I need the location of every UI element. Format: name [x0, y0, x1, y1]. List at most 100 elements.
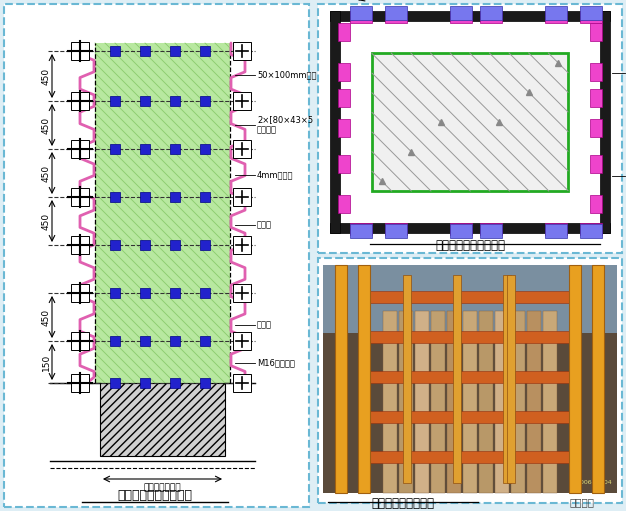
- Text: 2006-10-04: 2006-10-04: [577, 480, 612, 485]
- Bar: [463, 311, 477, 493]
- Bar: [600, 11, 610, 233]
- Bar: [350, 223, 372, 235]
- Bar: [363, 371, 577, 383]
- Bar: [335, 265, 347, 493]
- Bar: [385, 224, 407, 238]
- Bar: [363, 331, 577, 343]
- Text: 450: 450: [41, 67, 51, 84]
- Bar: [140, 336, 150, 346]
- Bar: [350, 6, 372, 20]
- Text: 450: 450: [41, 309, 51, 326]
- Bar: [372, 53, 568, 191]
- Bar: [71, 236, 89, 254]
- Bar: [200, 288, 210, 298]
- Bar: [100, 383, 225, 456]
- Bar: [318, 4, 622, 253]
- Bar: [110, 46, 120, 56]
- Bar: [200, 192, 210, 202]
- Text: 木模板: 木模板: [257, 320, 272, 330]
- Text: 框架柱截面尺寸: 框架柱截面尺寸: [144, 483, 182, 492]
- Bar: [358, 265, 370, 493]
- Bar: [399, 311, 413, 493]
- Bar: [503, 275, 511, 483]
- Bar: [233, 140, 251, 158]
- Bar: [233, 374, 251, 392]
- Bar: [545, 223, 567, 235]
- Bar: [200, 240, 210, 250]
- Bar: [453, 275, 461, 483]
- Bar: [170, 288, 180, 298]
- Bar: [545, 224, 567, 238]
- Bar: [140, 46, 150, 56]
- Bar: [140, 192, 150, 202]
- Bar: [200, 336, 210, 346]
- Bar: [338, 23, 350, 41]
- Bar: [415, 311, 429, 493]
- Bar: [592, 265, 604, 493]
- Bar: [479, 311, 493, 493]
- Bar: [330, 11, 610, 21]
- Bar: [350, 224, 372, 238]
- Text: 双槽钢抱箍加固剖面图: 双槽钢抱箍加固剖面图: [435, 239, 505, 252]
- Bar: [338, 89, 350, 107]
- Bar: [338, 155, 350, 173]
- Text: 150: 150: [41, 354, 51, 370]
- Bar: [71, 332, 89, 350]
- Bar: [4, 4, 309, 507]
- Bar: [450, 6, 472, 20]
- Bar: [200, 46, 210, 56]
- Bar: [447, 311, 461, 493]
- Bar: [140, 378, 150, 388]
- Bar: [450, 224, 472, 238]
- Bar: [590, 195, 602, 213]
- Bar: [71, 42, 89, 60]
- Bar: [545, 6, 567, 20]
- Bar: [403, 275, 411, 483]
- Bar: [170, 46, 180, 56]
- Bar: [170, 378, 180, 388]
- Bar: [110, 288, 120, 298]
- Bar: [318, 258, 622, 503]
- Bar: [590, 63, 602, 81]
- Text: 4mm厚钢板: 4mm厚钢板: [257, 171, 294, 179]
- Text: M16对拉螺栓: M16对拉螺栓: [257, 359, 295, 367]
- Text: 450: 450: [41, 165, 51, 181]
- Bar: [507, 275, 515, 483]
- Bar: [71, 284, 89, 302]
- Bar: [340, 21, 600, 223]
- Bar: [233, 332, 251, 350]
- Bar: [385, 223, 407, 235]
- Bar: [383, 311, 397, 493]
- Bar: [480, 11, 502, 23]
- Bar: [71, 188, 89, 206]
- Bar: [580, 223, 602, 235]
- Bar: [569, 265, 581, 493]
- Bar: [110, 192, 120, 202]
- Bar: [170, 240, 180, 250]
- Bar: [350, 11, 372, 23]
- Bar: [511, 311, 525, 493]
- Text: 2×[80×43×5
槽钢抱箍: 2×[80×43×5 槽钢抱箍: [257, 115, 313, 135]
- Bar: [450, 223, 472, 235]
- Text: 450: 450: [41, 117, 51, 133]
- Bar: [140, 288, 150, 298]
- Bar: [71, 140, 89, 158]
- Bar: [450, 11, 472, 23]
- Bar: [71, 92, 89, 110]
- Bar: [363, 451, 577, 463]
- Bar: [110, 336, 120, 346]
- Bar: [590, 119, 602, 137]
- Text: 筑龙施工: 筑龙施工: [570, 497, 595, 507]
- Bar: [110, 96, 120, 106]
- Bar: [590, 23, 602, 41]
- Bar: [140, 240, 150, 250]
- Bar: [233, 92, 251, 110]
- Bar: [170, 96, 180, 106]
- Bar: [480, 223, 502, 235]
- Bar: [200, 378, 210, 388]
- Bar: [170, 144, 180, 154]
- Bar: [170, 336, 180, 346]
- Text: 木楞子: 木楞子: [257, 221, 272, 229]
- Bar: [385, 6, 407, 20]
- Bar: [590, 155, 602, 173]
